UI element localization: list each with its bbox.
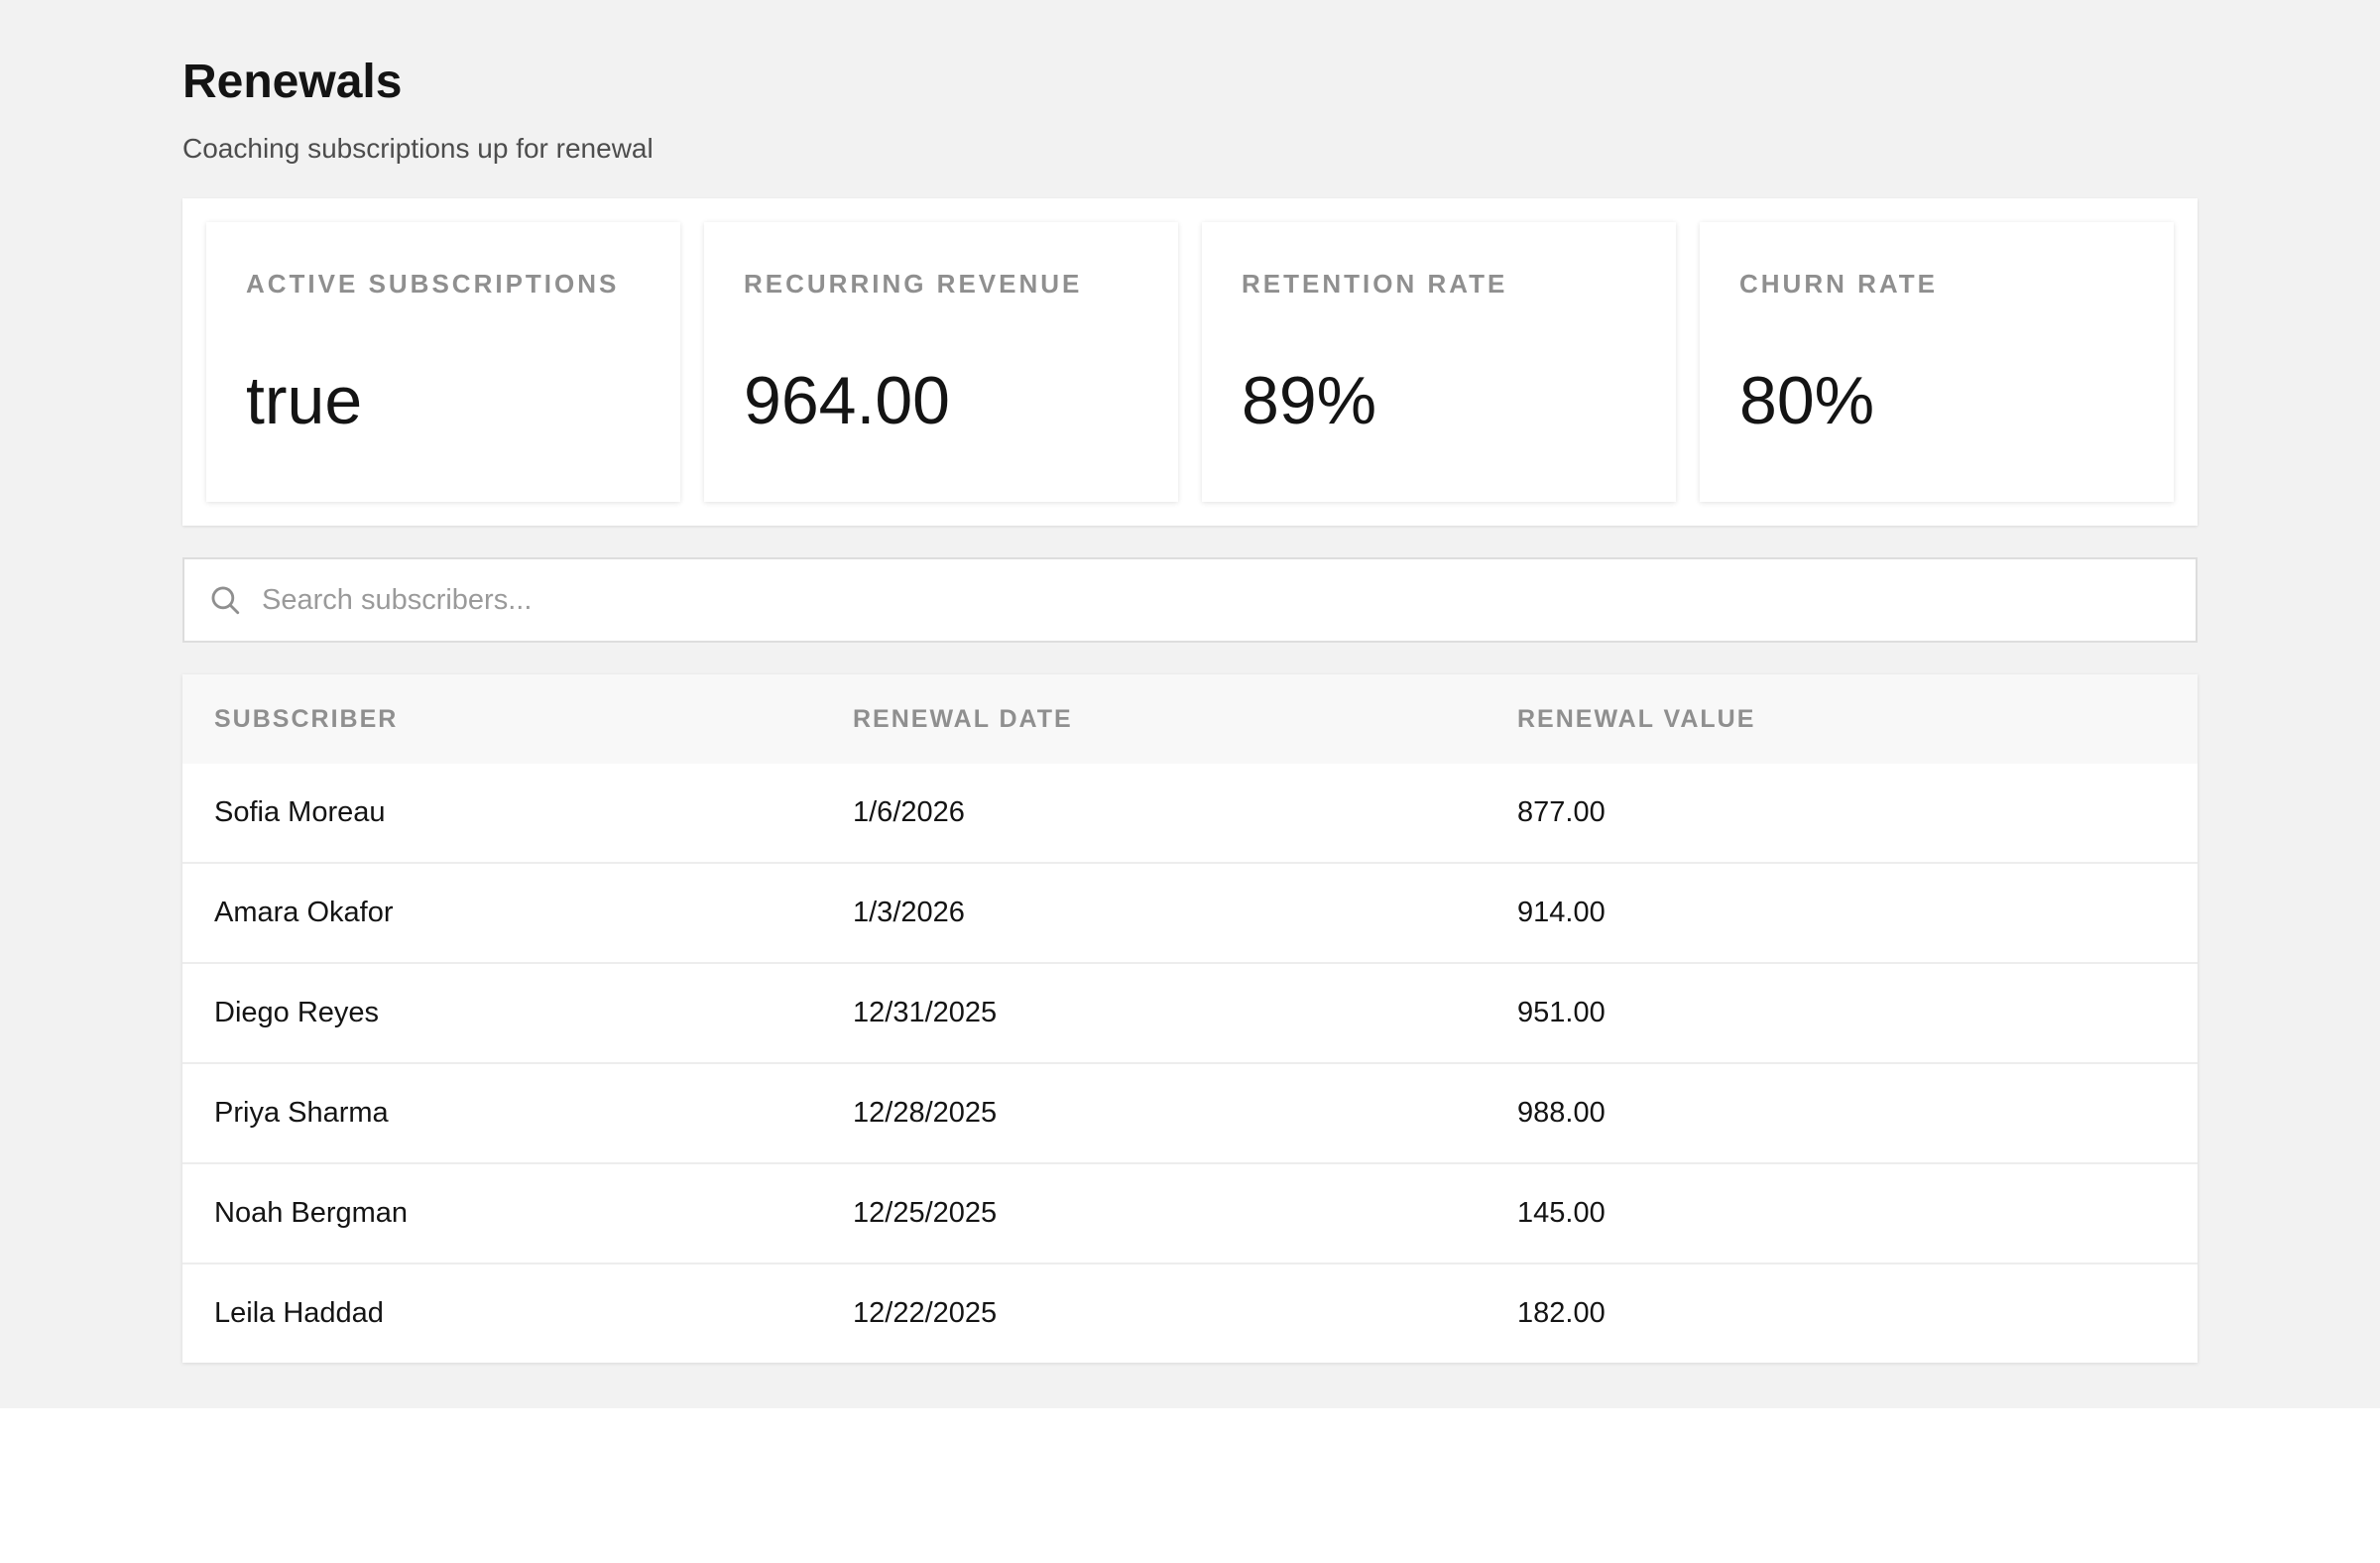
stats-panel: ACTIVE SUBSCRIPTIONS true RECURRING REVE… bbox=[182, 198, 2198, 526]
column-header-subscriber[interactable]: SUBSCRIBER bbox=[214, 704, 399, 733]
cell-renewal-value: 988.00 bbox=[1486, 1062, 2198, 1163]
cell-renewal-value: 182.00 bbox=[1486, 1262, 2198, 1363]
cell-renewal-date: 1/6/2026 bbox=[853, 796, 965, 828]
stat-value: 964.00 bbox=[744, 363, 950, 438]
table-row[interactable]: Leila Haddad 12/22/2025 182.00 bbox=[182, 1262, 2198, 1363]
cell-renewal-value: 914.00 bbox=[1486, 862, 2198, 963]
renewals-page: Renewals Coaching subscriptions up for r… bbox=[0, 0, 2380, 1408]
stat-label: ACTIVE SUBSCRIPTIONS bbox=[246, 269, 620, 299]
cell-subscriber: Amara Okafor bbox=[182, 862, 821, 963]
table-row[interactable]: Diego Reyes 12/31/2025 951.00 bbox=[182, 962, 2198, 1063]
cell-subscriber: Noah Bergman bbox=[182, 1162, 821, 1263]
renewals-table-card: SUBSCRIBER RENEWAL DATE RENEWAL VALUE So… bbox=[182, 674, 2198, 1363]
page-title: Renewals bbox=[182, 56, 403, 108]
search-box[interactable] bbox=[182, 557, 2198, 643]
stat-card-recurring-revenue: RECURRING REVENUE 964.00 bbox=[704, 222, 1178, 502]
search-icon bbox=[211, 586, 240, 615]
renewals-table: SUBSCRIBER RENEWAL DATE RENEWAL VALUE So… bbox=[182, 674, 2198, 1363]
search-input[interactable] bbox=[260, 569, 2196, 631]
stat-label: RECURRING REVENUE bbox=[744, 269, 1083, 299]
stat-label: RETENTION RATE bbox=[1242, 269, 1508, 299]
cell-renewal-date: 12/25/2025 bbox=[821, 1162, 1486, 1263]
column-header-renewal-date[interactable]: RENEWAL DATE bbox=[853, 704, 1073, 733]
stat-card-active-subscriptions: ACTIVE SUBSCRIPTIONS true bbox=[206, 222, 680, 502]
table-header-row: SUBSCRIBER RENEWAL DATE RENEWAL VALUE bbox=[182, 674, 2198, 764]
cell-subscriber: Priya Sharma bbox=[182, 1062, 821, 1163]
table-row[interactable]: Priya Sharma 12/28/2025 988.00 bbox=[182, 1062, 2198, 1163]
table-row[interactable]: Noah Bergman 12/25/2025 145.00 bbox=[182, 1162, 2198, 1263]
stat-card-retention-rate: RETENTION RATE 89% bbox=[1202, 222, 1676, 502]
page-subtitle: Coaching subscriptions up for renewal bbox=[182, 133, 654, 164]
cell-renewal-value: 951.00 bbox=[1486, 962, 2198, 1063]
stat-value: 89% bbox=[1242, 363, 1377, 438]
cell-renewal-date: 12/28/2025 bbox=[821, 1062, 1486, 1163]
cell-renewal-date: 1/3/2026 bbox=[821, 862, 1486, 963]
table-row[interactable]: Sofia Moreau 1/6/2026 877.00 bbox=[182, 764, 2198, 863]
stat-card-churn-rate: CHURN RATE 80% bbox=[1700, 222, 2174, 502]
stat-label: CHURN RATE bbox=[1739, 269, 1938, 299]
table-row[interactable]: Amara Okafor 1/3/2026 914.00 bbox=[182, 862, 2198, 963]
stat-value: 80% bbox=[1739, 363, 1875, 438]
cell-subscriber: Sofia Moreau bbox=[214, 796, 386, 828]
cell-subscriber: Diego Reyes bbox=[182, 962, 821, 1063]
cell-subscriber: Leila Haddad bbox=[182, 1262, 821, 1363]
cell-renewal-value: 877.00 bbox=[1517, 796, 1606, 828]
stat-value: true bbox=[246, 363, 363, 438]
cell-renewal-value: 145.00 bbox=[1486, 1162, 2198, 1263]
cell-renewal-date: 12/22/2025 bbox=[821, 1262, 1486, 1363]
column-header-renewal-value[interactable]: RENEWAL VALUE bbox=[1517, 704, 1756, 733]
cell-renewal-date: 12/31/2025 bbox=[821, 962, 1486, 1063]
